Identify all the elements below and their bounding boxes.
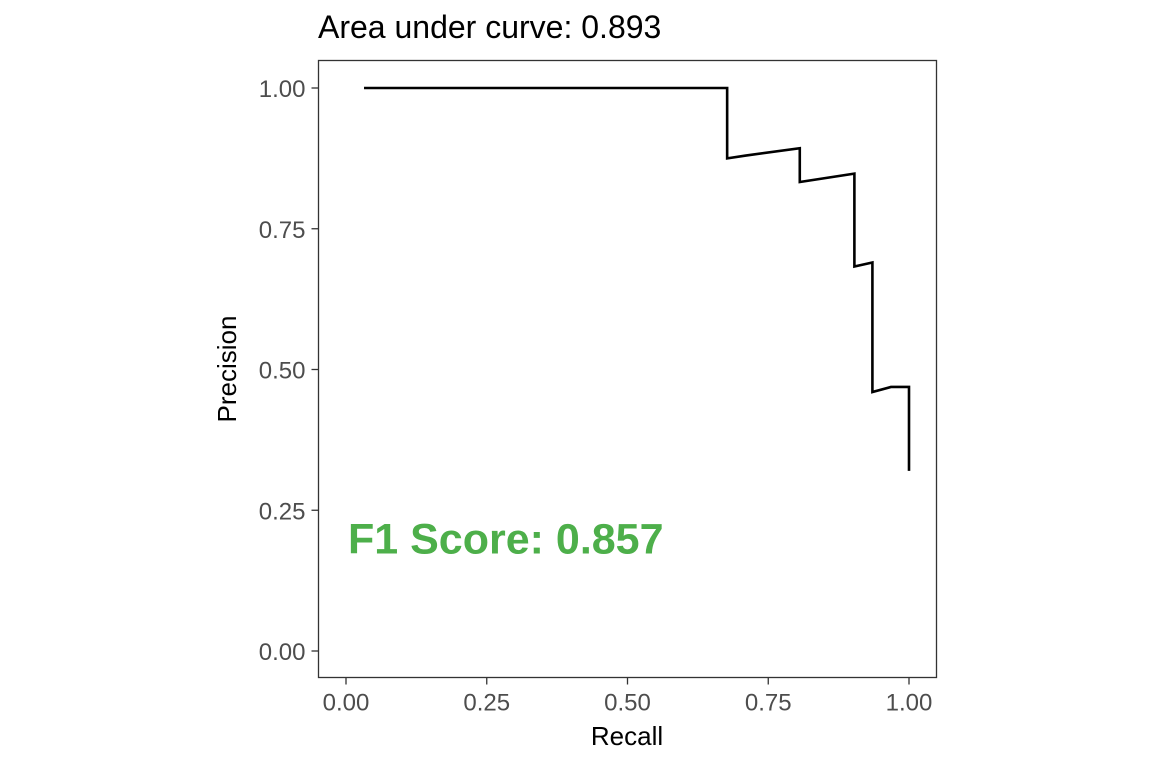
x-tick-label: 0.50 [604, 690, 651, 717]
y-tick-label: 0.50 [259, 358, 306, 385]
y-tick-label: 0.75 [259, 217, 306, 244]
x-tick-label: 0.75 [745, 690, 792, 717]
x-tick-label: 0.25 [463, 690, 510, 717]
pr-curve-line [364, 86, 911, 471]
f1-score-annotation: F1 Score: 0.857 [348, 515, 664, 563]
x-axis-title: Recall [591, 721, 663, 751]
y-axis-title: Precision [212, 316, 242, 423]
chart-title: Area under curve: 0.893 [318, 9, 661, 45]
y-tick-label: 0.00 [259, 639, 306, 666]
x-axis: 0.00 0.25 0.50 0.75 1.00 [323, 677, 933, 717]
x-tick-label: 0.00 [323, 690, 370, 717]
y-axis: 0.00 0.25 0.50 0.75 1.00 [259, 76, 319, 666]
plot-panel [317, 59, 938, 679]
y-tick-label: 1.00 [259, 76, 306, 103]
x-tick-label: 1.00 [886, 690, 933, 717]
y-tick-label: 0.25 [259, 498, 306, 525]
series-layer [364, 86, 911, 471]
